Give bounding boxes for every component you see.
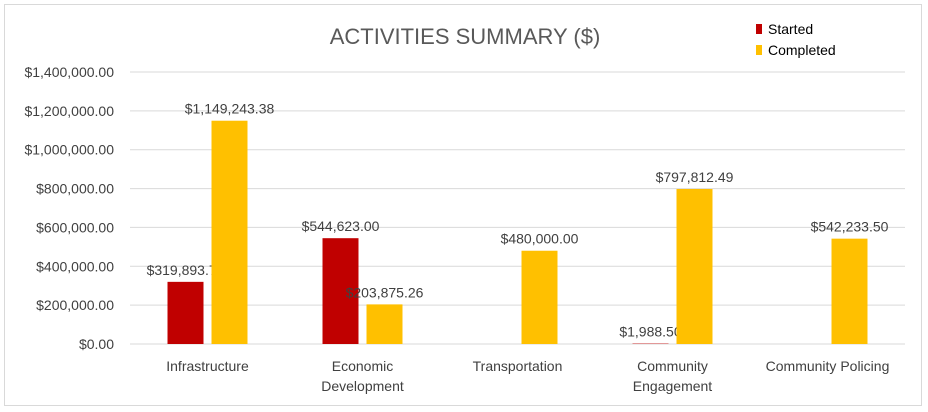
x-category-label: Development (321, 378, 404, 394)
data-label: $1,149,243.38 (185, 101, 275, 117)
chart-frame (4, 4, 922, 406)
legend-label-completed: Completed (768, 42, 836, 58)
data-label: $797,812.49 (656, 169, 734, 185)
x-category-label: Infrastructure (166, 358, 249, 374)
y-tick-label: $800,000.00 (36, 181, 114, 197)
x-category-label: Transportation (473, 358, 563, 374)
data-label: $544,623.00 (302, 218, 380, 234)
y-tick-label: $1,400,000.00 (24, 64, 114, 80)
bar-completed-2 (521, 250, 558, 344)
bar-started-0 (167, 281, 204, 344)
bar-started-1 (322, 238, 359, 344)
data-label: $542,233.50 (811, 219, 889, 235)
bars: $319,893.75 $1,149,243.38 $544,623.00 $203,… (147, 101, 889, 344)
y-tick-label: $200,000.00 (36, 297, 114, 313)
bar-completed-1 (366, 304, 403, 344)
legend-swatch-completed (756, 45, 762, 55)
bar-completed-0 (211, 120, 248, 344)
x-category-label: Community Policing (766, 358, 890, 374)
bar-completed-3 (676, 188, 713, 344)
data-label: $1,988.50 (619, 324, 681, 340)
legend-swatch-started (756, 24, 762, 34)
y-axis: $0.00 $200,000.00 $400,000.00 $600,000.00 $8… (24, 64, 114, 352)
y-tick-label: $600,000.00 (36, 219, 114, 235)
x-category-label: Economic (332, 358, 393, 374)
legend-label-started: Started (768, 21, 813, 37)
y-tick-label: $0.00 (79, 336, 114, 352)
data-label: $319,893.75 (147, 262, 225, 278)
x-category-label: Engagement (633, 378, 713, 394)
chart-title: ACTIVITIES SUMMARY ($) (330, 24, 601, 49)
bar-completed-4 (831, 238, 868, 344)
y-tick-label: $1,000,000.00 (24, 142, 114, 158)
data-label: $203,875.26 (346, 284, 424, 300)
data-label: $480,000.00 (501, 231, 579, 247)
legend: Started Completed (756, 21, 836, 58)
x-axis: Infrastructure Economic Development Transpo… (166, 358, 889, 394)
y-tick-label: $400,000.00 (36, 258, 114, 274)
y-tick-label: $1,200,000.00 (24, 103, 114, 119)
x-category-label: Community (637, 358, 708, 374)
gridlines (130, 71, 905, 345)
